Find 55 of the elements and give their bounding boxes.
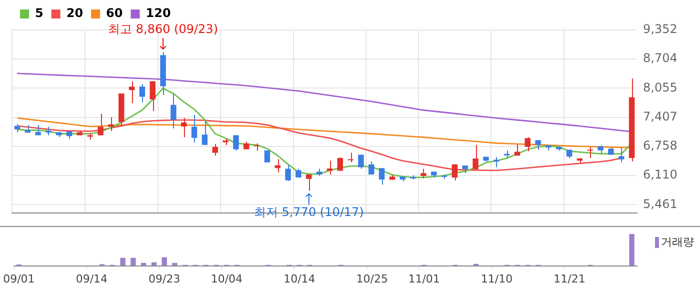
candlestick (233, 134, 239, 152)
candlestick (150, 80, 156, 112)
candlestick (212, 143, 218, 156)
candlestick (452, 164, 458, 181)
annotation: 최저 5,770 (10/17) (254, 204, 364, 219)
candlestick (358, 154, 364, 170)
candlestick (108, 116, 114, 132)
candlestick (618, 146, 624, 163)
legend-label: 60 (106, 6, 123, 20)
bar (162, 257, 167, 266)
candlestick (378, 168, 385, 186)
x-tick-label: 10/04 (210, 272, 243, 286)
y-tick-label: 8,704 (643, 51, 678, 66)
x-tick-label: 09/23 (148, 272, 180, 286)
y-tick-label: 9,352 (643, 22, 678, 36)
bar (120, 258, 126, 266)
y-tick-label: 6,110 (643, 168, 678, 182)
bar (629, 234, 634, 266)
legend-label: 20 (66, 6, 84, 20)
x-tick-label: 10/25 (356, 272, 388, 286)
legend-label: 거래량 (661, 235, 694, 248)
y-tick-label: 6,758 (643, 138, 678, 153)
candlestick (306, 174, 312, 192)
x-tick-label: 11/01 (408, 272, 440, 286)
y-tick-label: 5,461 (643, 196, 678, 211)
candlestick (368, 160, 374, 176)
legend-label: 120 (146, 6, 171, 20)
candlestick (337, 156, 343, 172)
x-tick-label: 09/01 (3, 272, 35, 286)
x-tick-label: 09/14 (76, 272, 108, 286)
annotation: 최고 8,860 (09/23) (108, 22, 218, 36)
candlestick (472, 144, 478, 171)
candlestick (420, 168, 426, 179)
candlestick (98, 113, 104, 136)
candlestick (285, 164, 291, 182)
legend-label: 5 (35, 6, 44, 20)
candlestick (274, 158, 280, 173)
y-tick-label: 7,407 (643, 109, 678, 124)
candlestick (181, 117, 187, 138)
x-tick-label: 11/21 (554, 272, 586, 286)
y-tick-label: 8,055 (643, 80, 678, 94)
bar (172, 262, 178, 266)
candlestick (524, 136, 530, 152)
candlestick (348, 152, 354, 163)
candlestick (494, 156, 500, 168)
x-tick-label: 11/10 (480, 272, 513, 286)
candlestick (587, 146, 593, 158)
candlestick (128, 80, 135, 104)
candlestick (202, 120, 208, 146)
bar (130, 258, 136, 266)
candlestick (170, 93, 176, 129)
candlestick (535, 140, 541, 150)
candlestick (139, 84, 146, 103)
x-tick-label: 10/14 (284, 272, 316, 286)
candlestick (191, 114, 198, 143)
